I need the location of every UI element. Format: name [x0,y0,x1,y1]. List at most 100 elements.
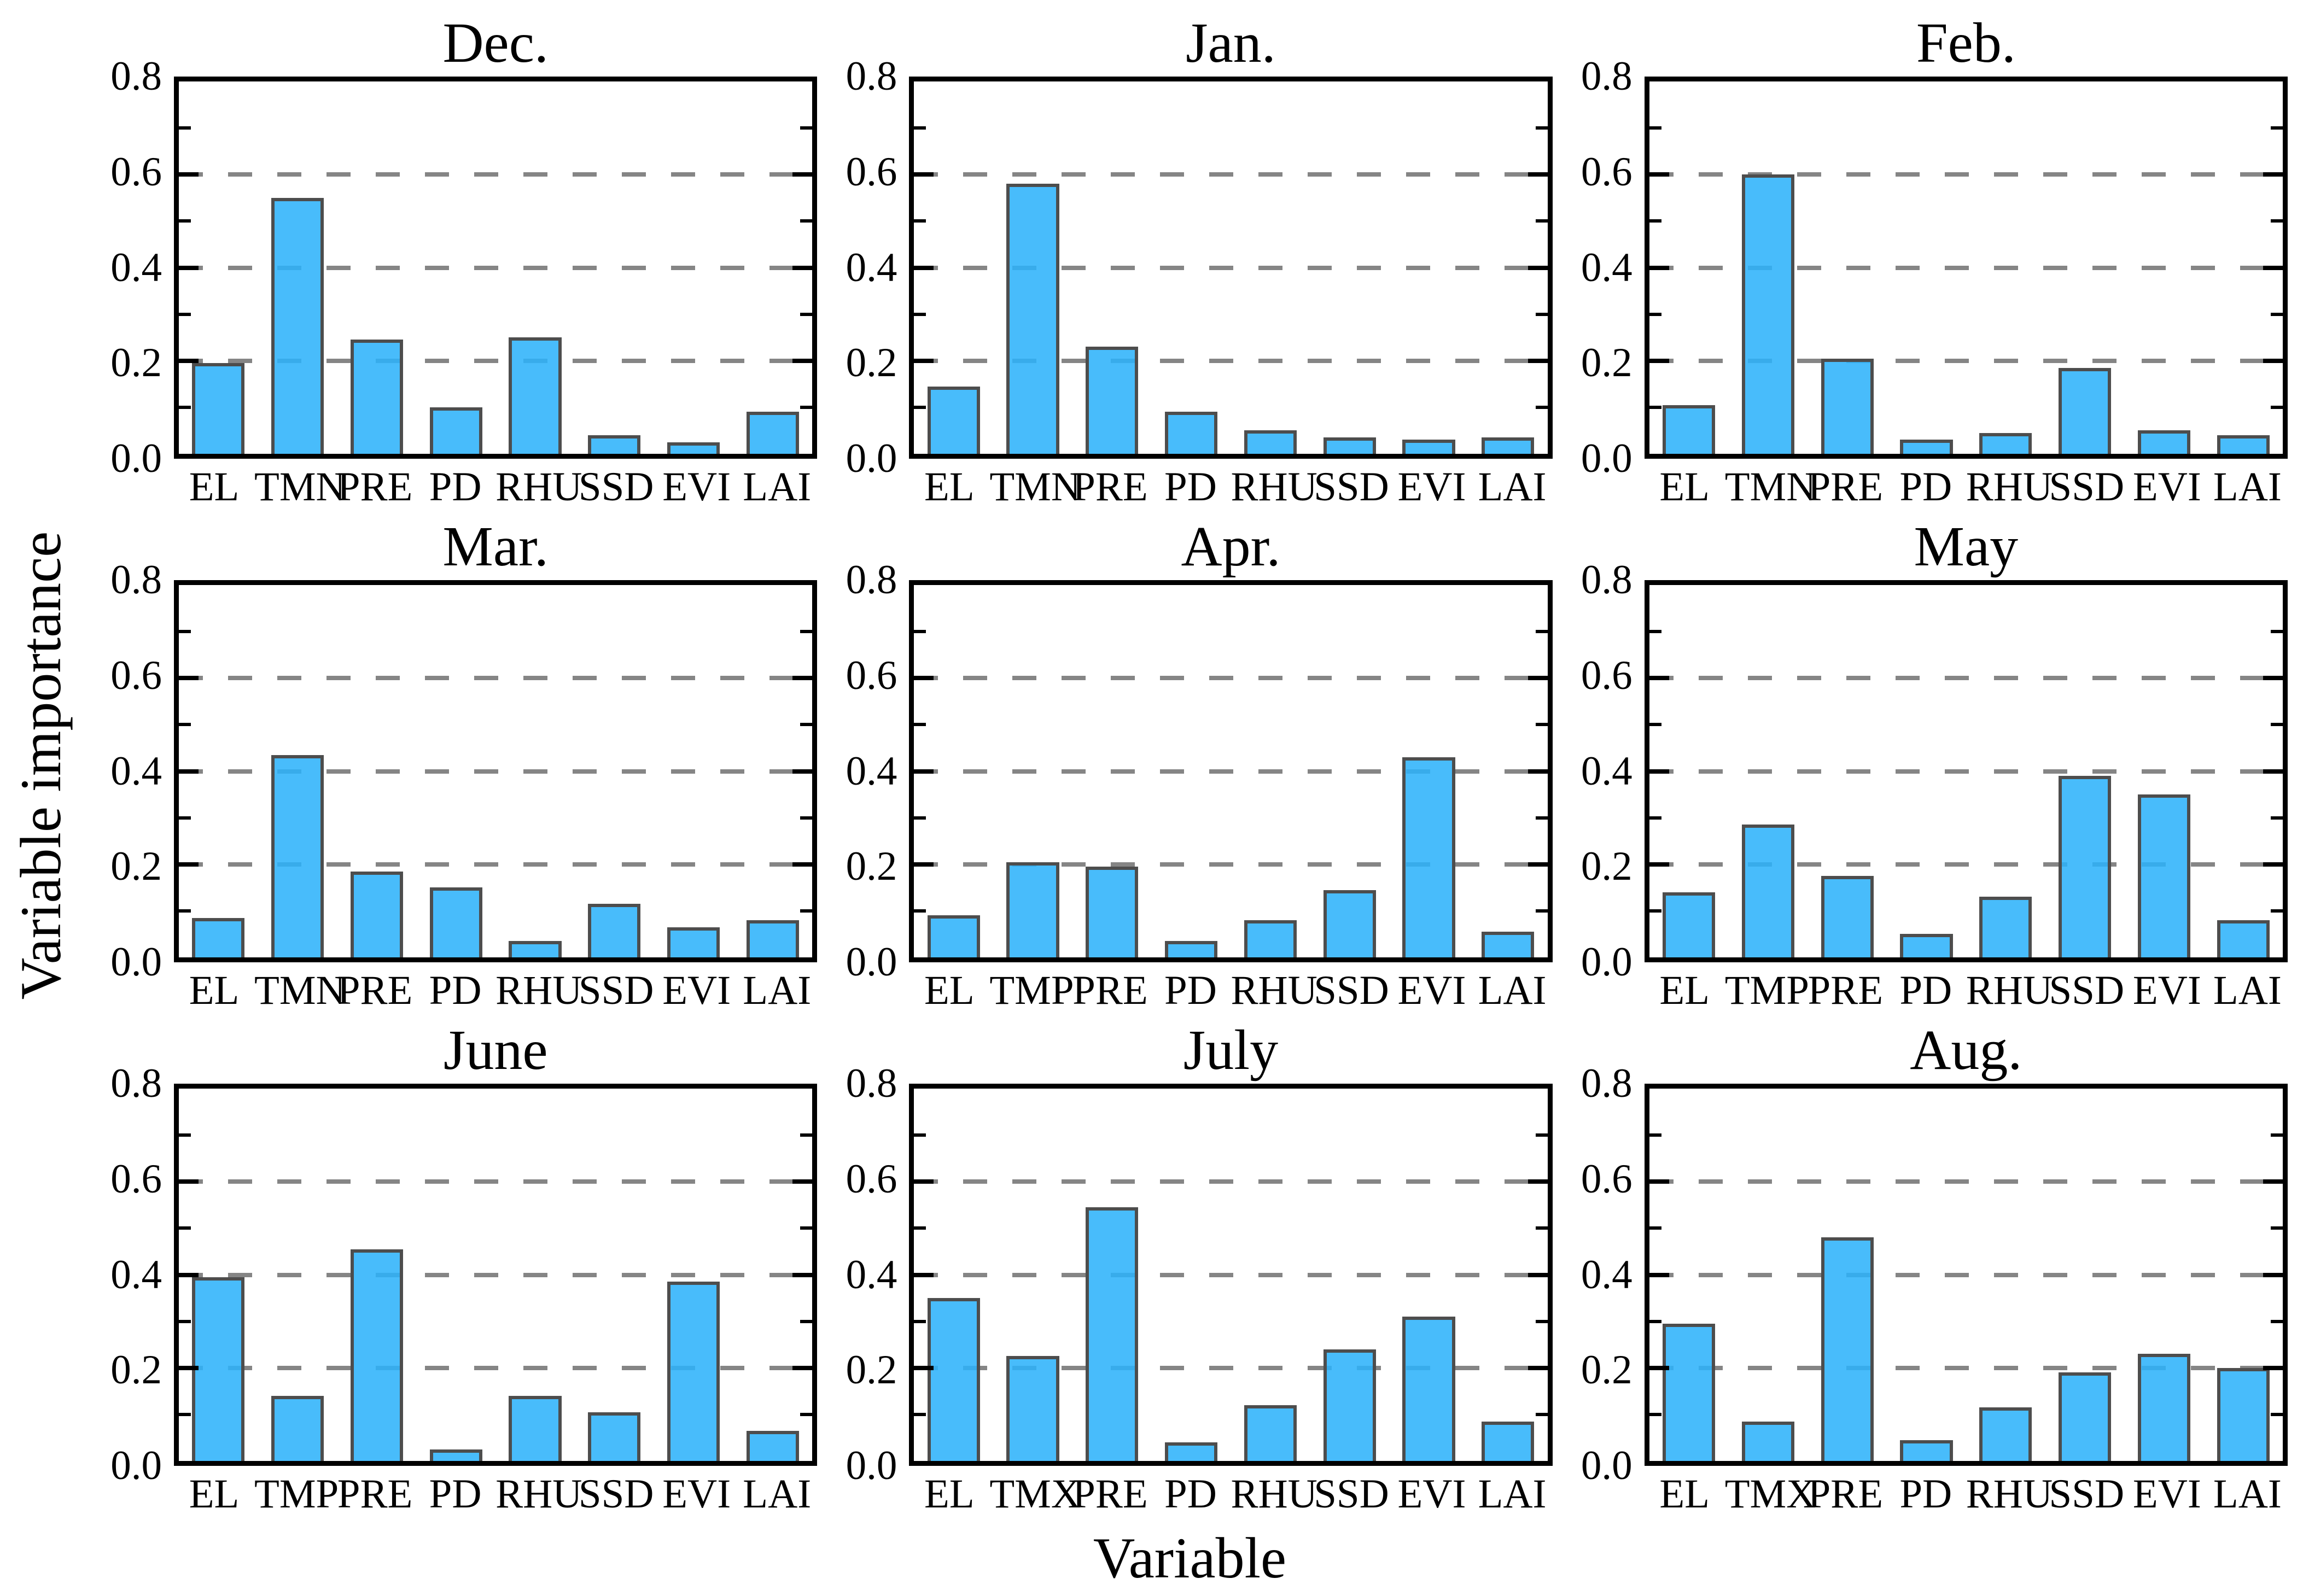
panel-body: 0.0 0.2 0.4 0.6 0.8 EL TMP PRE PD RHU SSD EVI LAI [827,557,1553,1017]
y-axis-tick [800,1412,813,1416]
y-tick-labels: 0.0 0.2 0.4 0.6 0.8 [92,1061,174,1488]
x-category-label: PRE [1072,1471,1148,1517]
y-axis-tick [914,816,926,820]
bar-rhu [509,1395,562,1461]
bar-evi [667,1282,720,1461]
y-axis-tick [1649,676,1669,681]
gridline [1649,172,2283,177]
panel-main: EL TMN PRE PD RHU SSD EVI LAI [1644,77,2288,513]
gridline [179,862,813,867]
x-category-label: RHU [1231,968,1317,1013]
panel-main: EL TMN PRE PD RHU SSD EVI LAI [174,580,818,1017]
y-axis-tick [179,312,191,316]
y-tick-label: 0.6 [846,1156,897,1202]
bar-lai [1482,1421,1535,1461]
x-category-label: TMN [254,968,346,1013]
y-tick-label: 0.2 [846,1347,897,1393]
y-axis-tick [2271,219,2283,223]
y-tick-label: 0.0 [110,1443,162,1488]
bar-rhu [509,337,562,454]
y-axis-tick [2263,1365,2283,1370]
y-axis-tick [792,1179,813,1184]
gridline [179,769,813,774]
x-category-label: EVI [662,464,731,510]
panel-main: EL TMX PRE PD RHU SSD EVI LAI [1644,1084,2288,1521]
x-category-label: LAI [1478,968,1547,1013]
panel-title: May [1914,515,2019,578]
bar-rhu [1244,920,1297,957]
y-tick-label: 0.8 [1581,54,1632,99]
y-axis-tick [1535,1412,1548,1416]
bar-ssd [588,435,641,454]
y-tick-label: 0.0 [846,939,897,985]
panel-body: 0.0 0.2 0.4 0.6 0.8 EL TMX PRE PD RHU SSD EVI LAI [827,1061,1553,1521]
y-axis-tick [1649,172,1669,177]
y-tick-label: 0.0 [1581,1443,1632,1488]
y-axis-tick [914,1226,926,1230]
y-axis-tick [914,1412,926,1416]
y-axis-tick [792,358,813,363]
bar-pre [350,340,404,454]
bar-ssd [2058,776,2112,957]
x-category-label: EVI [662,1471,731,1517]
x-tick-labels: EL TMN PRE PD RHU SSD EVI LAI [174,962,817,1017]
bar-lai [746,1430,799,1461]
y-axis-tick [179,723,191,727]
x-category-label: RHU [495,464,582,510]
x-category-label: PRE [1072,968,1148,1013]
bar-tmn [271,197,324,454]
bar-rhu [1979,1407,2032,1461]
bar-tmp [1006,862,1059,957]
y-tick-label: 0.8 [110,54,162,99]
y-tick-label: 0.0 [846,436,897,481]
panel-title: Feb. [1916,11,2016,74]
x-category-label: TMN [254,464,346,510]
bar-pd [1900,1440,1953,1461]
y-axis-tick [179,219,191,223]
x-category-label: PD [1164,464,1217,510]
bar-pd [429,407,482,454]
bar-lai [2217,1367,2270,1461]
y-axis-tick [179,405,191,409]
x-category-label: SSD [578,968,654,1013]
y-axis-tick [2271,909,2283,913]
y-axis-tick [1527,265,1548,270]
gridline [1649,862,2283,867]
plot-area [174,1084,818,1466]
x-category-label: LAI [1478,1471,1547,1517]
panel-body: 0.0 0.2 0.4 0.6 0.8 EL TMP PRE PD RHU SSD EVI LAI [1562,557,2288,1017]
bar-rhu [1244,1405,1297,1461]
panel-main: EL TMP PRE PD RHU SSD EVI LAI [1644,580,2288,1017]
panel-body: 0.0 0.2 0.4 0.6 0.8 EL TMP PRE PD RHU SSD EVI LAI [92,1061,818,1521]
bar-tmx [1006,1356,1059,1461]
panel-title: Apr. [1181,515,1281,578]
y-axis-tick [792,172,813,177]
y-axis-tick [1527,862,1548,867]
x-category-label: TMP [989,968,1074,1013]
x-category-label: LAI [743,968,812,1013]
y-axis-tick [2263,862,2283,867]
chart-panel-july: July 0.0 0.2 0.4 0.6 0.8 EL TMX PRE PD RHU SSD EVI… [827,1017,1553,1521]
y-tick-label: 0.6 [110,149,162,195]
x-category-label: EVI [2132,968,2201,1013]
gridline [179,676,813,681]
y-axis-tick [2271,405,2283,409]
y-tick-label: 0.6 [846,149,897,195]
y-axis-tick [1527,769,1548,774]
bar-pd [429,1449,482,1461]
y-axis-tick [179,676,199,681]
panel-main: EL TMN PRE PD RHU SSD EVI LAI [174,77,818,513]
y-axis-tick [914,172,934,177]
y-axis-tick [2263,265,2283,270]
y-tick-label: 0.0 [1581,436,1632,481]
plot-area [174,77,818,459]
x-category-label: EL [924,1471,975,1517]
y-tick-label: 0.6 [1581,652,1632,698]
x-category-label: PRE [1808,1471,1884,1517]
bar-tmn [271,755,324,957]
y-axis-tick [1527,172,1548,177]
bar-tmn [1006,184,1059,454]
panel-title: Jan. [1186,11,1276,74]
y-axis-tick [800,816,813,820]
